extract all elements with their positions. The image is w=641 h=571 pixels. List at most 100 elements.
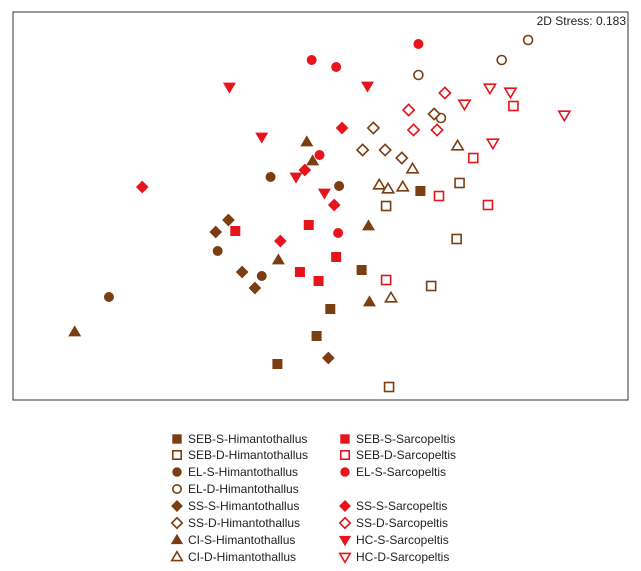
point-ci-s-himantothallus-5 bbox=[362, 295, 376, 307]
point-ci-d-himantothallus-1 bbox=[450, 138, 465, 151]
point-ss-d-sarcopeltis-4 bbox=[430, 123, 444, 137]
point-hc-s-sarcopeltis-4 bbox=[289, 172, 303, 184]
point-ci-s-himantothallus-4 bbox=[271, 253, 285, 265]
point-el-s-himantothallus-5 bbox=[103, 292, 114, 302]
point-el-s-himantothallus-4 bbox=[256, 271, 267, 281]
point-hc-d-sarcopeltis-3 bbox=[457, 99, 472, 112]
point-hc-d-sarcopeltis-2 bbox=[503, 87, 518, 100]
point-seb-s-sarcopeltis-2 bbox=[303, 220, 314, 230]
legend-swatch bbox=[172, 467, 182, 477]
legend-label: EL-S-Sarcopeltis bbox=[356, 465, 447, 480]
point-seb-d-himantothallus-1 bbox=[454, 177, 465, 189]
legend-label: CI-D-Himantothallus bbox=[188, 549, 297, 564]
legend-label: SEB-S-Himantothallus bbox=[188, 431, 308, 446]
point-ss-d-himantothallus-1 bbox=[427, 107, 441, 121]
legend-swatch bbox=[339, 450, 350, 461]
legend-item-el-s-sarcopeltis: EL-S-Sarcopeltis bbox=[338, 465, 446, 480]
legend-label: EL-D-Himantothallus bbox=[188, 482, 299, 497]
legend-label: HC-D-Sarcopeltis bbox=[356, 549, 450, 564]
point-seb-d-sarcopeltis-2 bbox=[467, 152, 479, 164]
point-hc-d-sarcopeltis-4 bbox=[557, 110, 572, 123]
point-seb-d-himantothallus-3 bbox=[451, 233, 462, 245]
legend-swatch bbox=[339, 500, 351, 513]
point-el-s-sarcopeltis-4 bbox=[314, 150, 325, 160]
point-el-d-himantothallus-2 bbox=[496, 54, 507, 66]
point-el-s-himantothallus-2 bbox=[334, 181, 345, 191]
point-seb-s-himantothallus-3 bbox=[325, 304, 336, 314]
point-seb-d-himantothallus-4 bbox=[425, 280, 437, 292]
point-ci-d-himantothallus-6 bbox=[383, 290, 399, 303]
point-seb-s-himantothallus-4 bbox=[311, 331, 322, 341]
point-el-s-sarcopeltis-2 bbox=[306, 55, 317, 65]
legend-label: SEB-D-Himantothallus bbox=[188, 448, 309, 463]
legend-item-ci-d-himantothallus: CI-D-Himantothallus bbox=[170, 549, 296, 564]
point-el-s-sarcopeltis-1 bbox=[413, 39, 424, 49]
point-seb-s-himantothallus-2 bbox=[356, 265, 367, 275]
point-ss-s-himantothallus-4 bbox=[248, 281, 262, 295]
point-ci-s-himantothallus-2 bbox=[306, 154, 320, 166]
point-el-s-himantothallus-3 bbox=[212, 246, 223, 256]
point-ss-d-himantothallus-4 bbox=[378, 143, 392, 157]
legend-item-seb-d-sarcopeltis: SEB-D-Sarcopeltis bbox=[338, 448, 456, 463]
point-hc-d-sarcopeltis-5 bbox=[485, 138, 500, 151]
point-seb-s-sarcopeltis-1 bbox=[230, 226, 241, 236]
point-ci-s-himantothallus-3 bbox=[361, 219, 375, 231]
legend-label: SEB-D-Sarcopeltis bbox=[356, 448, 457, 463]
legend-item-ci-s-himantothallus: CI-S-Himantothallus bbox=[170, 532, 295, 547]
point-seb-s-himantothallus-1 bbox=[415, 186, 426, 196]
point-ss-s-himantothallus-5 bbox=[322, 351, 335, 365]
legend-swatch bbox=[340, 433, 350, 444]
point-ss-d-sarcopeltis-3 bbox=[406, 123, 421, 137]
legend-label: SS-D-Himantothallus bbox=[188, 516, 301, 530]
legend-swatch bbox=[338, 516, 352, 530]
point-seb-s-sarcopeltis-3 bbox=[331, 252, 342, 262]
point-el-s-sarcopeltis-3 bbox=[331, 62, 342, 72]
point-hc-s-sarcopeltis-1 bbox=[222, 82, 236, 94]
legend-label: SS-S-Sarcopeltis bbox=[356, 499, 448, 514]
legend-swatch bbox=[172, 484, 182, 495]
legend-item-el-s-himantothallus: EL-S-Himantothallus bbox=[170, 465, 298, 480]
legend-item-ss-s-himantothallus: SS-S-Himantothallus bbox=[170, 499, 299, 514]
point-el-d-himantothallus-1 bbox=[522, 34, 534, 46]
legend-item-seb-d-himantothallus: SEB-D-Himantothallus bbox=[170, 448, 308, 463]
point-ss-d-sarcopeltis-2 bbox=[401, 103, 416, 117]
legend-swatch bbox=[170, 549, 184, 562]
legend-item-seb-s-sarcopeltis: SEB-S-Sarcopeltis bbox=[338, 431, 455, 446]
point-hc-s-sarcopeltis-2 bbox=[361, 81, 375, 93]
point-ss-s-sarcopeltis-4 bbox=[327, 198, 341, 212]
point-ss-s-sarcopeltis-5 bbox=[274, 234, 287, 248]
legend-item-ss-d-himantothallus: SS-D-Himantothallus bbox=[170, 516, 300, 531]
legend-swatch bbox=[338, 552, 352, 564]
legend: SEB-S-Himantothallus SEB-D-Himantothallus… bbox=[170, 431, 490, 567]
point-seb-d-sarcopeltis-5 bbox=[380, 274, 392, 286]
point-hc-s-sarcopeltis-3 bbox=[255, 132, 269, 144]
legend-item-hc-d-sarcopeltis: HC-D-Sarcopeltis bbox=[338, 549, 449, 564]
legend-swatch bbox=[170, 516, 184, 530]
point-ss-s-himantothallus-1 bbox=[222, 213, 235, 227]
point-ss-s-himantothallus-2 bbox=[209, 225, 223, 239]
legend-item-ss-d-sarcopeltis: SS-D-Sarcopeltis bbox=[338, 516, 448, 531]
legend-label: SEB-S-Sarcopeltis bbox=[356, 431, 456, 446]
point-ci-s-himantothallus-6 bbox=[68, 325, 82, 337]
point-ss-s-sarcopeltis-1 bbox=[335, 121, 349, 135]
legend-item-seb-s-himantothallus: SEB-S-Himantothallus bbox=[170, 431, 307, 446]
legend-label: SS-S-Himantothallus bbox=[188, 499, 300, 514]
point-hc-s-sarcopeltis-5 bbox=[317, 188, 331, 200]
point-ci-d-himantothallus-5 bbox=[381, 181, 396, 194]
point-seb-d-sarcopeltis-4 bbox=[482, 199, 494, 211]
legend-swatch bbox=[172, 433, 182, 444]
point-seb-d-himantothallus-2 bbox=[380, 200, 392, 212]
point-seb-d-sarcopeltis-1 bbox=[508, 100, 519, 112]
point-ss-d-sarcopeltis-1 bbox=[438, 86, 452, 100]
point-ci-s-himantothallus-1 bbox=[300, 135, 314, 147]
legend-label: EL-S-Himantothallus bbox=[188, 465, 299, 480]
point-el-d-himantothallus-3 bbox=[413, 69, 424, 81]
point-seb-s-sarcopeltis-5 bbox=[313, 276, 324, 286]
point-el-s-sarcopeltis-5 bbox=[333, 228, 344, 238]
legend-swatch bbox=[340, 467, 350, 477]
point-ci-d-himantothallus-2 bbox=[405, 161, 420, 174]
legend-swatch bbox=[171, 500, 183, 513]
legend-label: SS-D-Sarcopeltis bbox=[356, 516, 449, 530]
point-ss-s-sarcopeltis-3 bbox=[135, 180, 149, 194]
point-hc-d-sarcopeltis-1 bbox=[482, 83, 497, 96]
